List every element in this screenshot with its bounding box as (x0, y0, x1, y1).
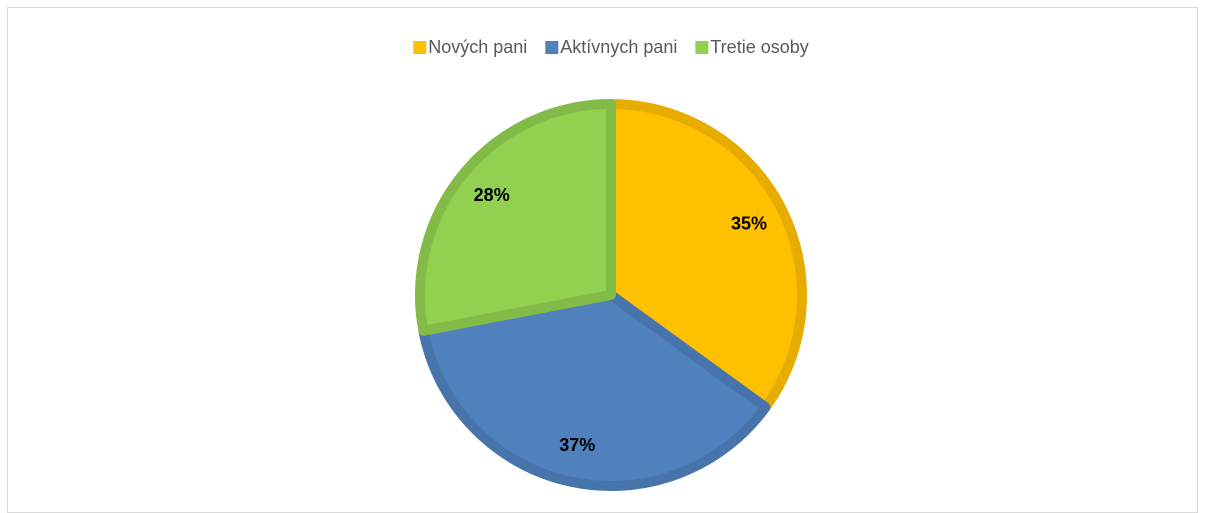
pie-slice (415, 99, 616, 336)
pie-slice (418, 290, 771, 491)
data-label: 37% (559, 435, 595, 455)
legend-label: Tretie osoby (710, 37, 808, 57)
data-label: 35% (731, 213, 767, 233)
legend-label: Nových pani (428, 37, 527, 57)
data-label: 28% (474, 185, 510, 205)
legend-label: Aktívnych pani (560, 37, 677, 57)
legend-swatch (545, 41, 559, 54)
pie-slice (606, 99, 807, 413)
legend-swatch (413, 41, 427, 54)
legend-swatch (695, 41, 709, 54)
